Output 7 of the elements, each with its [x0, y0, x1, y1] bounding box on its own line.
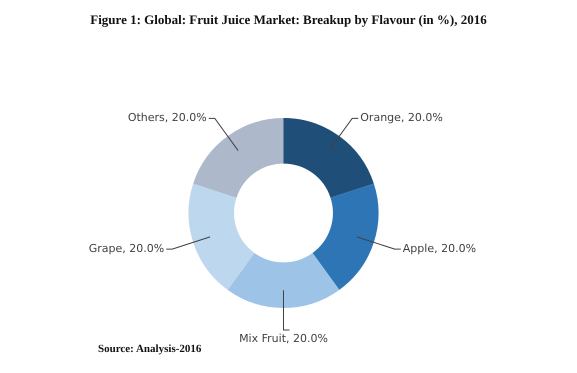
slice-label: Grape, 20.0%: [88, 242, 164, 256]
slice-label: Orange, 20.0%: [360, 111, 443, 124]
slice-label: Apple, 20.0%: [402, 242, 476, 256]
source-note: Source: Analysis-2016: [98, 343, 202, 355]
chart-title: Figure 1: Global: Fruit Juice Market: Breakup by Flavour (in %), 2016: [89, 12, 488, 28]
slice-label: Others, 20.0%: [128, 111, 207, 124]
slice-label: Mix Fruit, 20.0%: [239, 332, 328, 345]
